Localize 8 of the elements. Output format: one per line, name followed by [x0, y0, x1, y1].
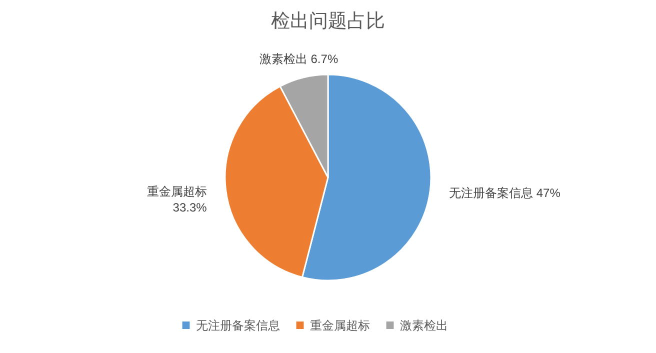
slice-label: 重金属超标: [146, 184, 207, 199]
category-label: 激素检出 6.7%: [259, 52, 338, 66]
legend-label: 激素检出: [400, 318, 448, 332]
data-label: 33.3%: [172, 200, 208, 215]
chart-title: 检出问题占比: [271, 11, 385, 32]
legend-label: 重金属超标: [310, 318, 370, 332]
legend-label: 无注册备案信息: [196, 318, 280, 332]
category-label: 无注册备案信息 47%: [449, 186, 560, 200]
